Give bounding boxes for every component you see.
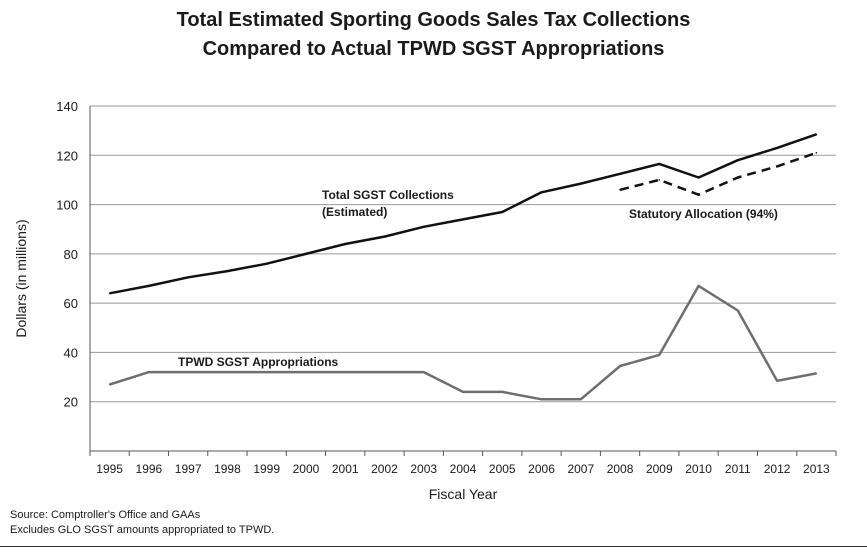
data-point-total-collections <box>501 211 504 213</box>
data-point-total-collections <box>815 133 818 136</box>
data-point-total-collections <box>619 172 621 175</box>
data-point-total-collections <box>658 163 661 165</box>
x-tick-label: 2008 <box>607 462 634 476</box>
x-tick-label: 2004 <box>450 462 477 476</box>
series-label-statutory-allocation: Statutory Allocation (94%) <box>629 207 778 221</box>
bottom-rule <box>0 546 867 547</box>
x-tick-label: 1998 <box>214 462 241 476</box>
series-label-total-collections-sub: (Estimated) <box>322 205 387 219</box>
data-point-tpwd-appropriations <box>697 285 700 287</box>
y-tick-label: 100 <box>56 198 78 213</box>
data-point-total-collections <box>422 225 425 228</box>
data-point-tpwd-appropriations <box>737 309 739 312</box>
y-axis-label: Dollars (in millions) <box>13 219 29 337</box>
data-point-statutory-allocation <box>737 176 739 179</box>
data-point-tpwd-appropriations <box>501 391 504 393</box>
x-tick-label: 2009 <box>646 462 673 476</box>
data-point-statutory-allocation <box>658 179 661 181</box>
data-point-tpwd-appropriations <box>540 398 543 401</box>
exclusion-note: Excludes GLO SGST amounts appropriated t… <box>10 524 275 536</box>
y-tick-label: 20 <box>64 395 78 410</box>
data-point-statutory-allocation <box>776 165 778 168</box>
series-label-total-collections: Total SGST Collections <box>322 188 454 202</box>
data-point-tpwd-appropriations <box>108 383 111 386</box>
y-tick-label: 140 <box>56 99 78 114</box>
x-tick-label: 2003 <box>410 462 437 476</box>
data-point-total-collections <box>697 176 700 179</box>
data-point-tpwd-appropriations <box>776 379 778 382</box>
x-tick-label: 1996 <box>136 462 163 476</box>
data-point-total-collections <box>383 235 386 238</box>
data-point-tpwd-appropriations <box>815 372 818 375</box>
x-tick-label: 2010 <box>685 462 712 476</box>
data-point-total-collections <box>462 218 464 221</box>
y-tick-label: 80 <box>64 247 78 262</box>
x-tick-label: 2006 <box>528 462 555 476</box>
data-point-tpwd-appropriations <box>619 365 621 367</box>
x-tick-label: 2001 <box>332 462 359 476</box>
data-point-tpwd-appropriations <box>579 398 582 401</box>
data-point-total-collections <box>108 292 111 295</box>
x-tick-label: 2011 <box>725 462 751 476</box>
data-point-tpwd-appropriations <box>344 371 347 373</box>
x-tick-label: 2007 <box>567 462 594 476</box>
data-point-total-collections <box>265 262 268 265</box>
y-tick-label: 60 <box>64 296 78 311</box>
x-tick-label: 1997 <box>175 462 202 476</box>
data-point-statutory-allocation <box>815 152 818 154</box>
data-point-total-collections <box>305 253 307 255</box>
chart-title-line-2: Compared to Actual TPWD SGST Appropriati… <box>202 38 665 60</box>
y-tick-label: 40 <box>64 345 78 360</box>
source-note: Source: Comptroller's Office and GAAs <box>10 509 201 521</box>
data-point-total-collections <box>737 159 739 162</box>
data-point-tpwd-appropriations <box>383 371 386 373</box>
data-point-statutory-allocation <box>619 188 621 191</box>
data-point-tpwd-appropriations <box>265 371 268 373</box>
data-point-tpwd-appropriations <box>148 371 150 373</box>
x-tick-label: 2005 <box>489 462 516 476</box>
chart-title-line-1: Total Estimated Sporting Goods Sales Tax… <box>176 9 691 31</box>
data-point-total-collections <box>344 243 347 245</box>
data-point-total-collections <box>226 270 229 272</box>
x-tick-label: 2002 <box>371 462 398 476</box>
series-line-statutory-allocation <box>619 151 817 196</box>
x-tick-label: 2013 <box>803 462 830 476</box>
data-point-total-collections <box>187 276 189 279</box>
x-tick-label: 2012 <box>764 462 791 476</box>
data-point-tpwd-appropriations <box>658 354 661 356</box>
data-point-statutory-allocation <box>697 193 700 196</box>
data-point-tpwd-appropriations <box>187 371 189 373</box>
x-tick-label: 1999 <box>253 462 280 476</box>
series-label-tpwd-appropriations: TPWD SGST Appropriations <box>178 355 339 369</box>
data-point-tpwd-appropriations <box>226 371 229 373</box>
data-point-tpwd-appropriations <box>422 371 425 373</box>
x-axis-label: Fiscal Year <box>429 486 498 502</box>
data-point-total-collections <box>776 147 778 149</box>
x-tick-label: 2000 <box>293 462 320 476</box>
data-point-total-collections <box>579 182 582 185</box>
data-point-total-collections <box>148 285 150 287</box>
data-point-tpwd-appropriations <box>305 371 307 373</box>
x-tick-label: 1995 <box>96 462 123 476</box>
data-point-total-collections <box>540 191 543 194</box>
data-point-tpwd-appropriations <box>462 391 464 393</box>
y-tick-label: 120 <box>56 148 78 163</box>
